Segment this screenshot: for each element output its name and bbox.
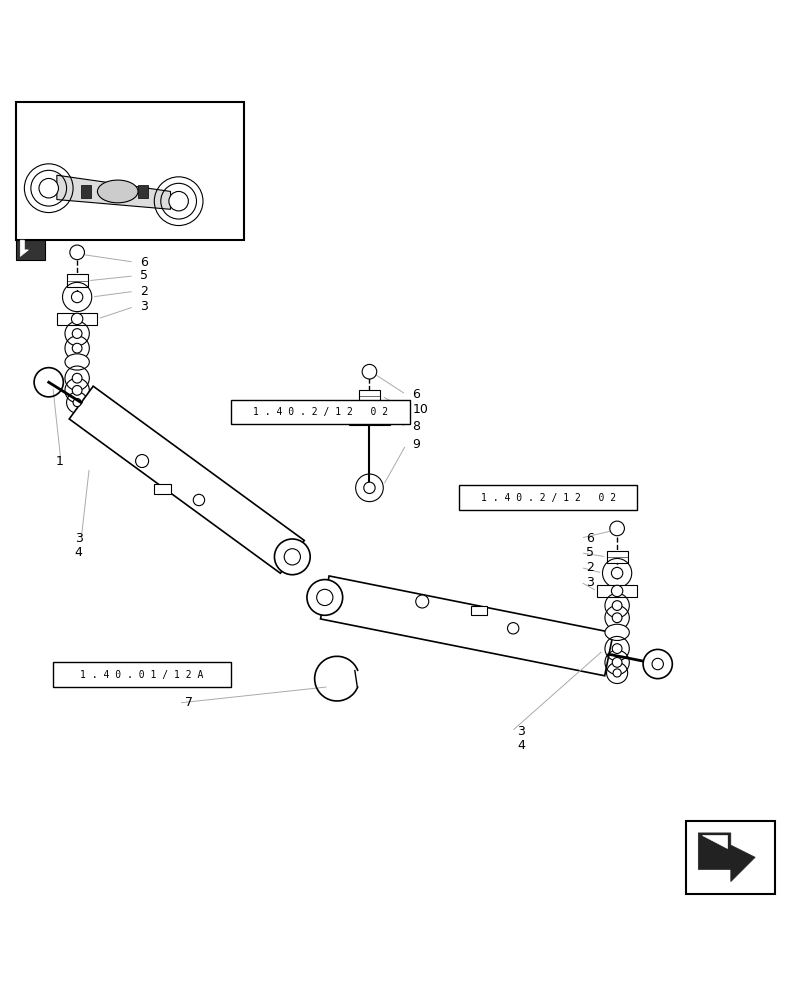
Circle shape	[193, 494, 204, 506]
Circle shape	[611, 585, 622, 597]
Circle shape	[609, 521, 624, 536]
Text: 9: 9	[412, 438, 420, 451]
Circle shape	[651, 658, 663, 670]
Circle shape	[316, 589, 333, 606]
Circle shape	[362, 364, 376, 379]
Text: 3: 3	[517, 725, 525, 738]
Circle shape	[642, 649, 672, 679]
Circle shape	[363, 482, 375, 494]
Text: 5: 5	[586, 546, 594, 559]
Circle shape	[73, 398, 81, 407]
Circle shape	[611, 601, 621, 610]
Polygon shape	[697, 833, 754, 882]
Polygon shape	[20, 240, 28, 256]
Text: 6: 6	[586, 532, 594, 545]
Circle shape	[307, 580, 342, 615]
Text: 4: 4	[517, 739, 525, 752]
Circle shape	[284, 549, 300, 565]
Polygon shape	[57, 313, 97, 325]
Circle shape	[611, 567, 622, 579]
Bar	[67, 274, 88, 287]
Text: 5: 5	[140, 269, 148, 282]
Circle shape	[611, 658, 621, 667]
Bar	[606, 551, 627, 563]
Text: 3: 3	[140, 300, 148, 313]
Bar	[16, 102, 243, 240]
Text: 1 . 4 0 . 2 / 1 2   0 2: 1 . 4 0 . 2 / 1 2 0 2	[480, 493, 615, 503]
Circle shape	[70, 245, 84, 260]
Circle shape	[39, 178, 58, 198]
Text: 6: 6	[412, 388, 420, 401]
Polygon shape	[702, 835, 726, 848]
Text: 4: 4	[75, 546, 83, 559]
Ellipse shape	[65, 354, 89, 370]
Circle shape	[611, 644, 621, 653]
Ellipse shape	[604, 624, 629, 640]
Bar	[685, 821, 775, 894]
Bar	[16, 240, 45, 260]
Text: 3: 3	[586, 576, 594, 589]
Polygon shape	[596, 585, 637, 597]
Circle shape	[72, 343, 82, 353]
Text: 1 . 4 0 . 0 1 / 1 2 A: 1 . 4 0 . 0 1 / 1 2 A	[80, 670, 204, 680]
Circle shape	[169, 191, 188, 211]
Text: 7: 7	[185, 696, 193, 709]
Circle shape	[71, 313, 83, 325]
Text: 3: 3	[75, 532, 83, 545]
Bar	[138, 185, 148, 198]
Bar	[358, 390, 380, 402]
Text: 1 . 4 0 . 2 / 1 2   0 2: 1 . 4 0 . 2 / 1 2 0 2	[253, 407, 388, 417]
Bar	[81, 185, 91, 198]
Polygon shape	[470, 606, 487, 615]
Text: 8: 8	[412, 420, 420, 433]
Polygon shape	[320, 576, 612, 676]
Circle shape	[71, 291, 83, 303]
Circle shape	[611, 613, 621, 623]
Polygon shape	[69, 386, 304, 573]
Polygon shape	[349, 411, 389, 425]
Circle shape	[507, 623, 518, 634]
FancyBboxPatch shape	[53, 662, 231, 687]
Circle shape	[415, 595, 428, 608]
Text: 2: 2	[140, 285, 148, 298]
Circle shape	[72, 329, 82, 338]
Circle shape	[72, 386, 82, 395]
Circle shape	[135, 455, 148, 468]
Text: 2: 2	[586, 561, 594, 574]
Circle shape	[72, 373, 82, 383]
Text: 10: 10	[412, 403, 428, 416]
FancyBboxPatch shape	[458, 485, 637, 510]
Polygon shape	[57, 175, 170, 209]
Text: 6: 6	[140, 256, 148, 269]
FancyBboxPatch shape	[231, 400, 410, 424]
Polygon shape	[154, 484, 170, 494]
Text: 1: 1	[55, 455, 63, 468]
Circle shape	[274, 539, 310, 575]
Circle shape	[612, 669, 620, 677]
Ellipse shape	[97, 180, 138, 203]
